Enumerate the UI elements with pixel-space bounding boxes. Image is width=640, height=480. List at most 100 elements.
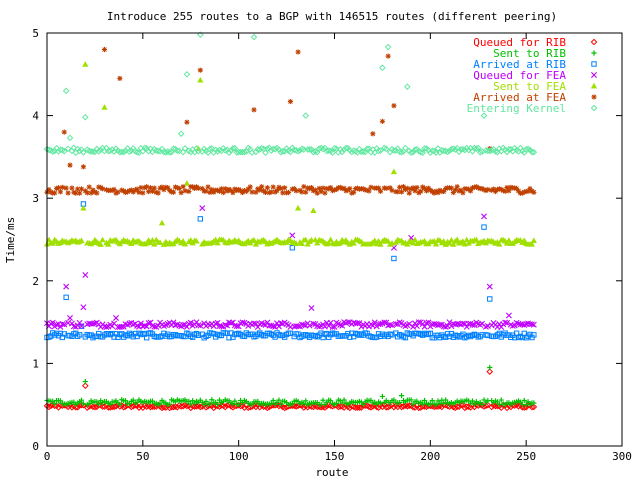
data-point <box>174 147 181 154</box>
data-point <box>216 188 223 194</box>
data-point <box>91 403 99 411</box>
data-point <box>124 189 131 195</box>
data-point <box>206 145 214 153</box>
x-tick-label: 250 <box>516 450 536 463</box>
y-tick-label: 3 <box>32 192 39 205</box>
data-point <box>227 147 235 154</box>
data-point <box>398 148 405 156</box>
data-point <box>531 400 537 406</box>
data-point <box>411 404 419 411</box>
data-point <box>434 145 442 152</box>
data-point <box>136 189 142 195</box>
data-point <box>97 241 104 247</box>
data-point <box>485 332 491 339</box>
data-point <box>450 189 456 196</box>
data-point <box>287 98 294 105</box>
data-point <box>389 322 395 329</box>
data-point <box>53 185 60 192</box>
data-point <box>195 185 202 191</box>
data-point <box>255 398 261 405</box>
data-point <box>377 188 384 194</box>
plot-area <box>43 31 538 412</box>
data-point <box>389 187 395 193</box>
data-point <box>63 294 69 301</box>
data-point <box>118 323 125 330</box>
data-point <box>197 403 204 411</box>
data-point <box>344 319 351 326</box>
data-point <box>80 304 87 311</box>
data-point <box>314 190 320 196</box>
data-point <box>463 323 470 330</box>
data-point <box>137 320 144 327</box>
data-point <box>519 190 525 196</box>
data-point <box>76 332 83 338</box>
data-point <box>329 188 336 194</box>
data-point <box>264 145 271 153</box>
data-point <box>521 397 527 404</box>
data-point <box>152 147 160 154</box>
data-point <box>276 397 282 403</box>
data-point <box>479 320 486 327</box>
data-point <box>49 319 56 326</box>
data-point <box>89 148 97 155</box>
data-point <box>197 76 204 83</box>
legend-marker <box>590 104 598 112</box>
data-point <box>391 103 397 109</box>
data-point <box>441 401 447 407</box>
data-point <box>61 321 68 328</box>
data-point <box>406 190 412 196</box>
data-point <box>451 146 459 153</box>
data-point <box>142 185 148 191</box>
data-point <box>117 401 123 408</box>
data-point <box>151 185 157 191</box>
data-point <box>287 330 294 336</box>
data-point <box>186 398 192 404</box>
data-point <box>257 187 263 193</box>
data-point <box>425 319 432 326</box>
data-point <box>395 189 401 195</box>
data-point <box>113 190 119 196</box>
data-point <box>469 398 476 404</box>
data-point <box>103 323 110 330</box>
data-point <box>363 145 371 153</box>
data-point <box>387 321 394 328</box>
data-point <box>411 236 419 243</box>
data-point <box>528 241 536 247</box>
data-point <box>489 187 495 193</box>
data-point <box>387 185 393 191</box>
data-point <box>383 185 389 191</box>
data-point <box>122 147 129 155</box>
data-point <box>381 319 388 326</box>
data-point <box>52 190 58 196</box>
data-point <box>443 397 449 403</box>
data-point <box>78 397 85 403</box>
x-tick-label: 200 <box>420 450 440 463</box>
data-point <box>222 186 228 192</box>
data-point <box>99 186 106 192</box>
data-point <box>377 400 384 406</box>
data-point <box>214 401 221 408</box>
data-point <box>437 187 443 193</box>
data-point <box>505 237 513 243</box>
data-point <box>440 238 447 244</box>
legend-label: Queued for FEA <box>473 69 566 82</box>
data-point <box>404 185 410 191</box>
data-point <box>490 402 497 409</box>
data-point <box>429 397 435 404</box>
legend-marker <box>590 82 598 89</box>
x-tick-label: 50 <box>136 450 149 463</box>
data-point <box>147 185 154 191</box>
data-point <box>322 190 328 196</box>
data-point <box>440 147 448 155</box>
data-point <box>431 320 438 327</box>
data-point <box>331 187 338 193</box>
data-point <box>303 189 309 195</box>
data-point <box>421 397 428 404</box>
data-point <box>527 186 533 192</box>
legend-label: Queued for RIB <box>473 36 566 49</box>
y-axis-label: Time/ms <box>4 217 17 263</box>
data-point <box>347 186 353 192</box>
series-entering-kernel <box>43 31 538 157</box>
data-point <box>502 319 509 326</box>
data-point <box>76 147 83 155</box>
